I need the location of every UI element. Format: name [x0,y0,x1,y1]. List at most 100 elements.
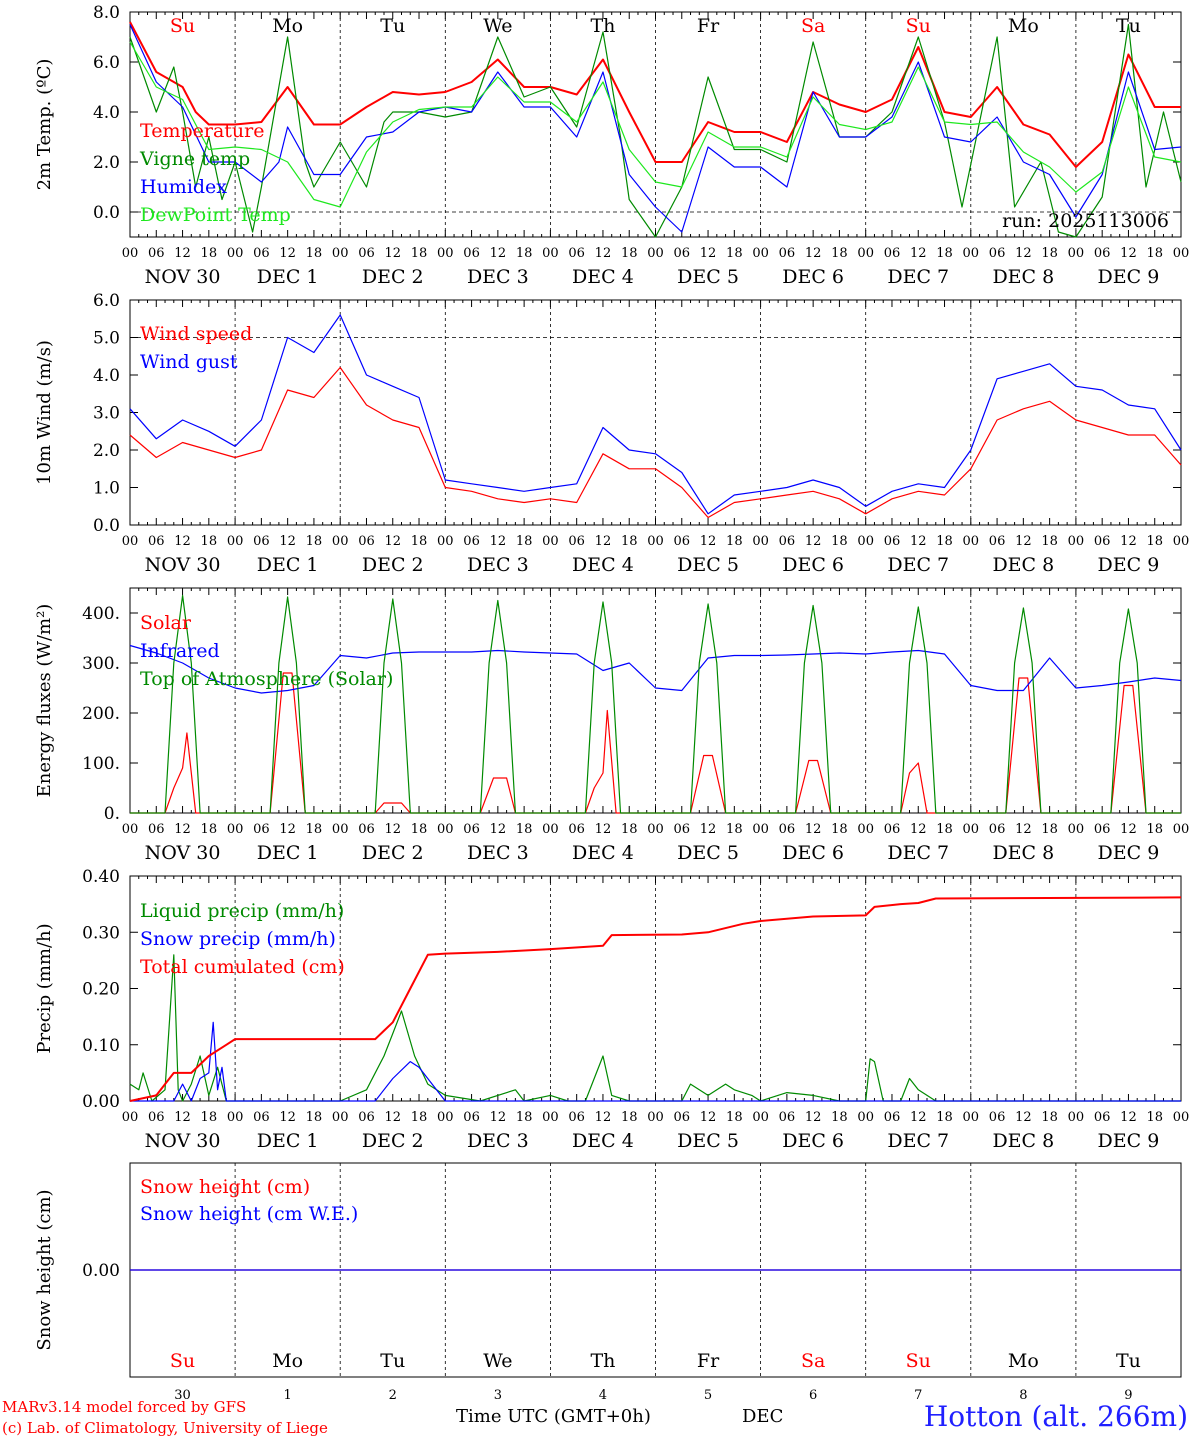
hour-tick-label: 00 [1173,822,1190,837]
hour-tick-label: 00 [332,822,349,837]
hour-tick-label: 12 [595,246,612,261]
hour-tick-label: 18 [621,534,638,549]
day-label: DEC 2 [362,842,424,864]
hour-tick-label: 12 [805,534,822,549]
hour-tick-label: 18 [516,1110,533,1125]
day-number-label: 5 [704,1388,712,1403]
hour-tick-label: 18 [306,246,323,261]
hour-tick-label: 12 [279,1110,296,1125]
y-tick-label: 4.0 [93,366,120,386]
series-line-solar [130,672,1181,814]
day-label: DEC 5 [677,1130,739,1152]
hour-tick-label: 18 [1041,534,1058,549]
series-line-dewpoint-temp [129,41,1182,208]
legend-entry: Wind speed [140,323,252,345]
day-label: DEC 3 [467,842,529,864]
day-number-label: 4 [599,1388,607,1403]
y-tick-label: 0.0 [93,516,120,536]
hour-tick-label: 06 [568,246,585,261]
y-tick-label: 0.00 [82,1092,120,1112]
hour-tick-label: 18 [621,1110,638,1125]
y-tick-label: 0.20 [82,980,120,1000]
day-label: DEC 1 [257,266,319,288]
day-label: DEC 7 [887,266,949,288]
day-label: DEC 3 [467,266,529,288]
series-line-humidex [129,24,1182,233]
hour-tick-label: 06 [358,1110,375,1125]
hour-tick-label: 00 [437,534,454,549]
day-number-label: 3 [494,1388,502,1403]
hour-tick-label: 12 [174,534,191,549]
day-label: DEC 1 [257,1130,319,1152]
hour-tick-label: 18 [1146,534,1163,549]
legend-entry: Snow precip (mm/h) [140,928,336,950]
y-tick-label: 200. [82,704,120,724]
hour-tick-label: 06 [989,1110,1006,1125]
hour-tick-label: 12 [595,822,612,837]
day-number-label: 6 [809,1388,817,1403]
hour-tick-label: 12 [1015,534,1032,549]
hour-tick-label: 12 [490,1110,507,1125]
hour-tick-label: 06 [884,246,901,261]
y-tick-label: 1.0 [93,479,120,499]
day-label: DEC 4 [572,1130,634,1152]
hour-tick-label: 00 [332,1110,349,1125]
hour-tick-label: 00 [752,1110,769,1125]
hour-tick-label: 06 [568,1110,585,1125]
hour-tick-label: 06 [253,246,270,261]
hour-tick-label: 18 [516,246,533,261]
day-label: DEC 6 [782,842,844,864]
legend-entry: DewPoint Temp [140,204,291,226]
hour-tick-label: 06 [253,1110,270,1125]
hour-tick-label: 00 [647,246,664,261]
legend-entry: Liquid precip (mm/h) [140,900,344,922]
y-tick-label: 2.0 [93,153,120,173]
day-label: DEC 2 [362,266,424,288]
series-line-vigne-temp [129,23,1182,238]
hour-tick-label: 00 [752,534,769,549]
weekday-label-bottom: Sa [801,1350,825,1372]
hour-tick-label: 12 [700,534,717,549]
hour-tick-label: 18 [1146,1110,1163,1125]
hour-tick-label: 12 [1015,246,1032,261]
hour-tick-label: 06 [989,534,1006,549]
weekday-label-bottom: Tu [1116,1350,1141,1372]
hour-tick-label: 12 [279,246,296,261]
station-name: Hotton (alt. 266m) [923,1400,1188,1433]
hour-tick-label: 12 [384,246,401,261]
run-label: run: 2025113006 [1002,210,1169,232]
hour-tick-label: 06 [358,822,375,837]
weekday-label-top: Mo [272,15,303,37]
hour-tick-label: 00 [542,822,559,837]
legend-entry: Solar [140,612,192,634]
hour-tick-label: 12 [910,246,927,261]
hour-tick-label: 00 [437,1110,454,1125]
y-tick-label: 0.0 [93,203,120,223]
series-line-top-of-atmosphere-solar- [130,594,1181,814]
day-label: DEC 7 [887,554,949,576]
y-tick-label: 0.30 [82,923,120,943]
legend-entry: Total cumulated (cm) [140,956,345,978]
day-label: DEC 1 [257,842,319,864]
hour-tick-label: 12 [384,534,401,549]
weekday-label-bottom: We [483,1350,512,1372]
hour-tick-label: 12 [700,246,717,261]
hour-tick-label: 06 [148,1110,165,1125]
legend-entry: Snow height (cm W.E.) [140,1203,358,1225]
hour-tick-label: 00 [437,246,454,261]
hour-tick-label: 12 [490,534,507,549]
weekday-label-top: Fr [697,15,720,37]
hour-tick-label: 12 [595,1110,612,1125]
legend-entry: Temperature [140,120,264,142]
hour-tick-label: 12 [805,246,822,261]
day-label: DEC 5 [677,266,739,288]
day-label: NOV 30 [145,266,221,288]
weekday-label-bottom: Su [906,1350,931,1372]
hour-tick-label: 12 [805,1110,822,1125]
hour-tick-label: 00 [227,822,244,837]
hour-tick-label: 18 [201,1110,218,1125]
day-label: NOV 30 [145,1130,221,1152]
day-label: DEC 3 [467,1130,529,1152]
hour-tick-label: 18 [411,1110,428,1125]
